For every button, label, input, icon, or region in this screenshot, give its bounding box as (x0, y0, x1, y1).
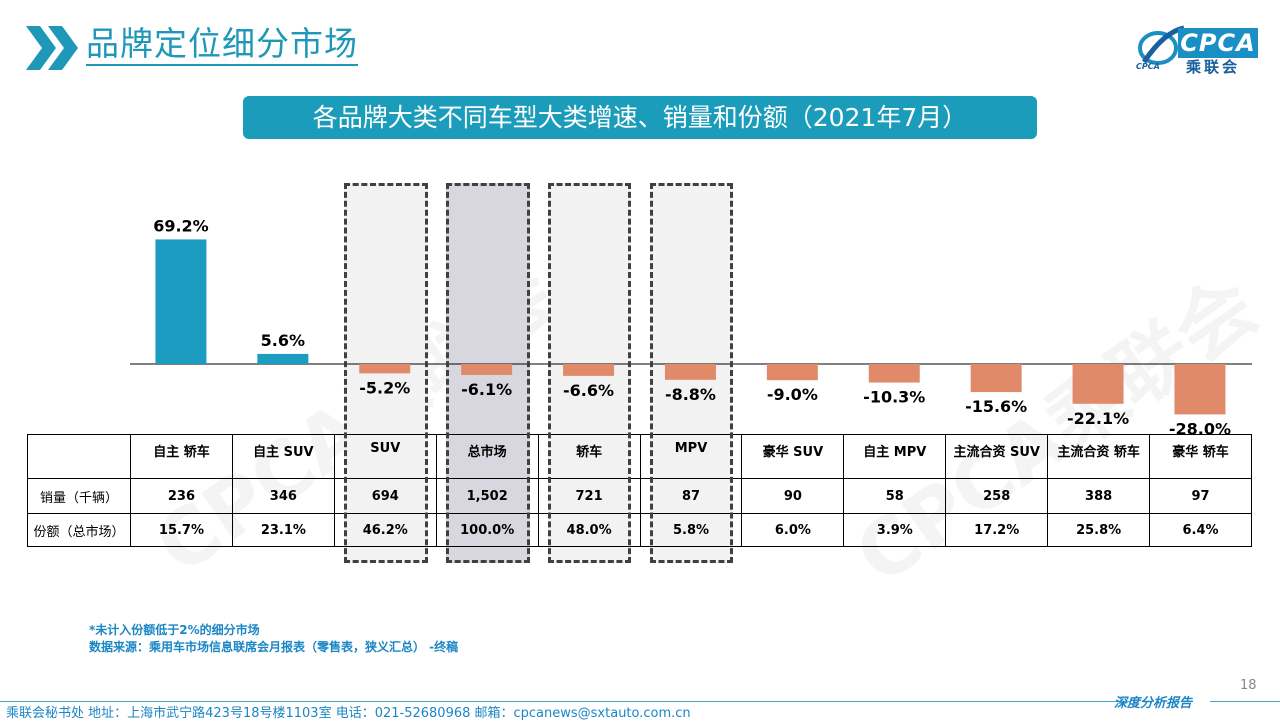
bar (766, 364, 818, 381)
share-cell: 17.2% (945, 513, 1049, 547)
divider (1210, 701, 1280, 702)
bar (461, 364, 513, 375)
table-corner-cell (26, 434, 132, 479)
bar-value-label: 69.2% (153, 216, 209, 235)
share-cell: 100.0% (435, 513, 539, 547)
share-cell: 48.0% (537, 513, 641, 547)
category-header-cell: 自主 SUV (231, 434, 335, 479)
category-header-cell: 主流合资 轿车 (1047, 434, 1151, 479)
bar (970, 364, 1022, 393)
footnote: *未计入份额低于2%的细分市场 数据来源：乘用车市场信息联席会月报表（零售表，狭… (89, 622, 458, 656)
category-header-cell: 轿车 (537, 434, 641, 479)
bar (359, 364, 411, 374)
bar-value-label: -10.3% (863, 388, 925, 407)
category-header-cell: 自主 MPV (843, 434, 947, 479)
page-title: 品牌定位细分市场 (86, 24, 358, 66)
category-header-cell: 自主 轿车 (130, 434, 233, 479)
logo-cpca-text: CPCA (1178, 28, 1258, 58)
divider (0, 701, 1130, 702)
chart-banner: 各品牌大类不同车型大类增速、销量和份额（2021年7月） (243, 96, 1037, 139)
category-header-cell: 豪华 SUV (741, 434, 845, 479)
highlight-column-frame (547, 183, 632, 563)
table-row: 销量（千辆） 236 346 694 1,502 721 87 90 58 258 388 97 (26, 478, 1252, 514)
bar (868, 364, 920, 383)
sales-cell: 58 (843, 478, 947, 514)
table-row: 份额（总市场） 15.7% 23.1% 46.2% 100.0% 48.0% 5.8% 6.0… (26, 513, 1252, 547)
share-cell: 25.8% (1047, 513, 1151, 547)
share-cell: 15.7% (130, 513, 233, 547)
bar-value-label: -6.6% (563, 381, 614, 400)
category-header-cell: SUV (333, 434, 437, 479)
sales-cell: 90 (741, 478, 845, 514)
highlight-column-frame (445, 183, 530, 563)
bar-value-label: 5.6% (261, 331, 305, 350)
sales-cell: 721 (537, 478, 641, 514)
share-cell: 46.2% (333, 513, 437, 547)
footer-contact: 乘联会秘书处 地址：上海市武宁路423号18号楼1103室 电话：021-526… (6, 706, 691, 721)
logo-cn-text: 乘联会 (1186, 58, 1241, 76)
sales-cell: 87 (639, 478, 743, 514)
chevron-double-icon (26, 26, 78, 70)
growth-bar-chart: 69.2% 5.6% -5.2% -6.1% -6.6% -8.8% -9.0% -10.3%… (130, 216, 1252, 438)
share-cell: 6.0% (741, 513, 845, 547)
data-table: 自主 轿车 自主 SUV SUV 总市场 轿车 MPV 豪华 SUV 自主 MPV 主流合资 S… (26, 434, 1252, 547)
share-cell: 23.1% (231, 513, 335, 547)
bar-value-label: -22.1% (1067, 409, 1129, 428)
bar-value-label: -8.8% (665, 385, 716, 404)
share-cell: 3.9% (843, 513, 947, 547)
sales-cell: 388 (1047, 478, 1151, 514)
row-label-share: 份额（总市场） (26, 513, 132, 547)
sales-cell: 97 (1149, 478, 1252, 514)
bar (563, 364, 615, 376)
bar-value-label: -15.6% (965, 397, 1027, 416)
report-label: 深度分析报告 (1114, 696, 1193, 711)
share-cell: 5.8% (639, 513, 743, 547)
sales-cell: 258 (945, 478, 1049, 514)
category-header-cell: 主流合资 SUV (945, 434, 1049, 479)
highlight-column-frame (343, 183, 428, 563)
highlight-column-frame (649, 183, 734, 563)
footnote-line: 数据来源：乘用车市场信息联席会月报表（零售表，狭义汇总） -终稿 (89, 640, 459, 654)
row-label-sales: 销量（千辆） (26, 478, 132, 514)
sales-cell: 1,502 (435, 478, 539, 514)
sales-cell: 346 (231, 478, 335, 514)
category-header-cell: 总市场 (435, 434, 539, 479)
sales-cell: 236 (130, 478, 233, 514)
share-cell: 6.4% (1149, 513, 1252, 547)
bar (1072, 364, 1124, 404)
footnote-line: *未计入份额低于2%的细分市场 (89, 623, 260, 637)
category-header-cell: 豪华 轿车 (1149, 434, 1252, 479)
bar (664, 364, 716, 380)
bar (155, 239, 207, 364)
bar (257, 353, 309, 364)
logo-small-text: CPCA (1136, 62, 1160, 71)
bar-value-label: -6.1% (461, 380, 512, 399)
bar-value-label: -9.0% (767, 385, 818, 404)
table-header-row: 自主 轿车 自主 SUV SUV 总市场 轿车 MPV 豪华 SUV 自主 MPV 主流合资 S… (26, 434, 1252, 479)
bar (1174, 364, 1226, 415)
bar-value-label: -28.0% (1169, 419, 1231, 438)
bar-value-label: -5.2% (359, 378, 410, 397)
page-number: 18 (1240, 678, 1257, 693)
